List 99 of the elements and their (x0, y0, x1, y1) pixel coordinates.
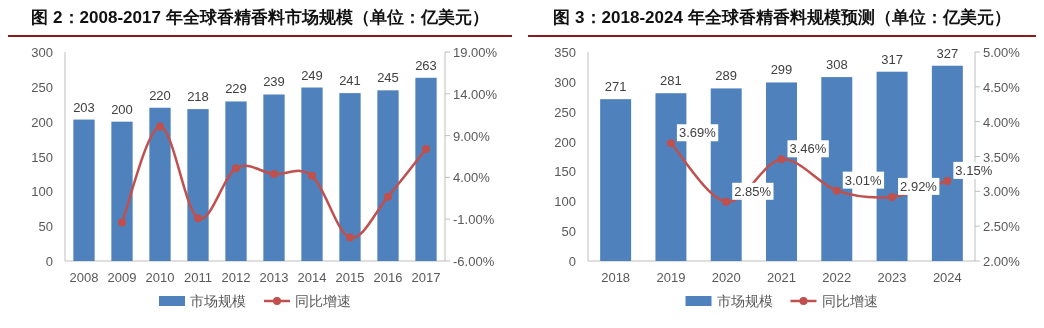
data-label: 239 (263, 74, 285, 90)
y2-tick-label: 9.00% (453, 128, 491, 144)
data-label: 245 (377, 70, 399, 86)
data-label: 263 (415, 57, 437, 73)
y-tick-label: 200 (554, 134, 576, 150)
y2-tick-label: -1.00% (453, 212, 495, 228)
data-label: 308 (825, 57, 848, 73)
data-label: 299 (770, 62, 793, 78)
y-tick-label: 0 (45, 254, 53, 269)
x-tick-label: 2016 (373, 270, 403, 285)
bar (111, 121, 133, 261)
bar (377, 90, 399, 261)
point (232, 164, 240, 173)
y-tick-label: 350 (554, 45, 576, 60)
bar (301, 87, 323, 261)
x-tick-label: 2014 (297, 270, 327, 285)
y-tick-label: 100 (554, 194, 576, 210)
bar (73, 119, 95, 261)
bar (263, 94, 285, 261)
data-label: 229 (225, 81, 247, 97)
point (943, 176, 952, 185)
data-label: 3.69% (678, 125, 717, 141)
y-tick-label: 300 (31, 45, 53, 60)
x-tick-label: 2017 (411, 270, 441, 285)
y2-tick-label: 3.00% (983, 184, 1021, 200)
data-label: 271 (604, 79, 627, 95)
y-tick-label: 100 (31, 184, 53, 200)
y-tick-label: 150 (31, 149, 53, 165)
chart-title: 图 3：2018-2024 年全球香精香料规模预测（单位：亿美元） (528, 6, 1036, 37)
y-tick-label: 300 (554, 74, 576, 90)
x-tick-label: 2013 (259, 270, 289, 285)
x-tick-label: 2010 (145, 270, 175, 285)
legend-label: 市场规模 (190, 293, 246, 309)
data-label: 3.15% (955, 162, 993, 178)
data-label: 327 (936, 45, 959, 61)
data-label: 220 (149, 87, 171, 103)
x-tick-label: 2022 (822, 270, 852, 285)
bar (149, 107, 171, 261)
x-tick-label: 2023 (877, 270, 907, 285)
point (194, 214, 202, 223)
y-tick-label: 50 (38, 219, 53, 235)
point (888, 192, 897, 201)
point (422, 144, 430, 153)
x-tick-label: 2008 (69, 270, 99, 285)
point (384, 192, 392, 201)
data-label: 218 (187, 89, 209, 105)
y2-tick-label: 4.50% (983, 79, 1021, 95)
point (832, 186, 841, 195)
x-tick-label: 2011 (184, 270, 212, 285)
y-tick-label: 250 (31, 79, 53, 95)
data-label: 3.01% (844, 172, 883, 188)
data-label: 200 (111, 101, 133, 117)
y2-tick-label: 2.00% (983, 254, 1021, 269)
x-tick-label: 2019 (656, 270, 686, 285)
data-label: 317 (881, 51, 903, 67)
data-label: 289 (715, 68, 738, 84)
legend-label: 同比增速 (821, 293, 878, 309)
point (777, 155, 786, 164)
y2-tick-label: 4.00% (983, 114, 1021, 130)
legend-label: 市场规模 (716, 293, 773, 309)
data-label: 3.46% (789, 141, 827, 157)
x-tick-label: 2012 (221, 270, 251, 285)
point (346, 233, 354, 242)
y2-tick-label: 5.00% (983, 45, 1021, 60)
y-tick-label: 50 (561, 224, 576, 240)
y-tick-label: 150 (554, 164, 576, 180)
x-tick-label: 2009 (107, 270, 137, 285)
bar (339, 93, 361, 261)
chart-title: 图 2：2008-2017 年全球香精香料市场规模（单位：亿美元） (8, 6, 512, 37)
y2-tick-label: 4.00% (453, 170, 491, 186)
point (722, 197, 731, 206)
bar (415, 77, 437, 261)
bar (225, 101, 247, 261)
legend-label: 同比增速 (295, 293, 351, 309)
y2-tick-label: -6.00% (453, 254, 495, 269)
point (156, 122, 164, 131)
data-label: 241 (339, 73, 361, 89)
point (308, 171, 316, 180)
y2-tick-label: 2.50% (983, 219, 1021, 235)
x-tick-label: 2024 (932, 270, 962, 285)
bar (187, 109, 209, 261)
x-tick-label: 2015 (335, 270, 365, 285)
y2-tick-label: 14.00% (453, 86, 498, 102)
point (666, 139, 675, 148)
y2-tick-label: 19.00% (453, 45, 498, 60)
y-tick-label: 250 (554, 104, 576, 120)
y2-tick-label: 3.50% (983, 149, 1021, 165)
x-tick-label: 2021 (767, 270, 796, 285)
data-label: 2.92% (900, 178, 938, 194)
data-label: 249 (301, 67, 323, 83)
data-label: 2.85% (734, 183, 772, 199)
x-tick-label: 2018 (601, 270, 631, 285)
data-label: 203 (73, 99, 95, 115)
y-tick-label: 200 (31, 114, 53, 130)
x-tick-label: 2020 (711, 270, 741, 285)
data-label: 281 (660, 73, 682, 89)
y-tick-label: 0 (568, 254, 576, 269)
point (118, 218, 126, 227)
point (270, 170, 278, 179)
